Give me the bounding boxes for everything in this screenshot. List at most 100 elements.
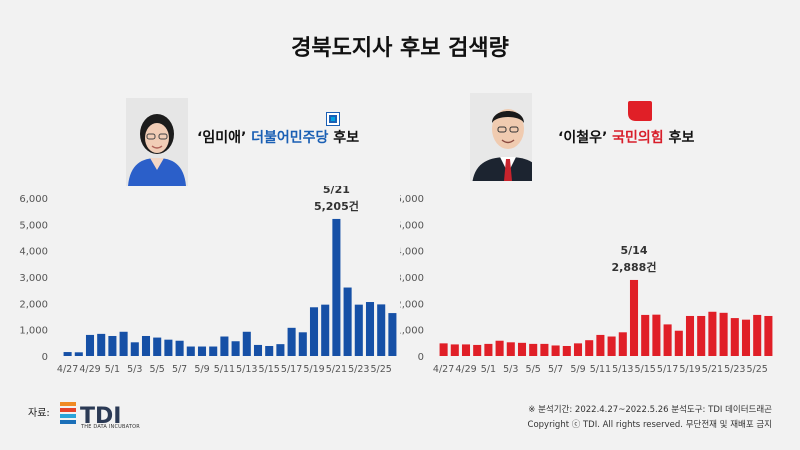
candidate-name-left: ‘임미애’ xyxy=(197,130,252,146)
tdi-logo: TDI xyxy=(58,398,158,434)
x-tick-label: 5/5 xyxy=(526,364,541,375)
candidate-name-right: ‘이철우’ xyxy=(558,130,613,146)
x-tick-label: 5/3 xyxy=(127,364,142,375)
x-tick-label: 5/9 xyxy=(194,364,209,375)
bar xyxy=(388,313,397,356)
bar xyxy=(573,343,583,356)
party-name-ppp: 국민의힘 xyxy=(612,130,664,146)
bar xyxy=(618,332,627,356)
candidate-suffix-left: 후보 xyxy=(328,130,360,146)
source-label: 자료: xyxy=(28,408,50,419)
x-tick-label: 5/13 xyxy=(612,364,633,375)
y-tick-label: 0 xyxy=(418,352,424,363)
bar xyxy=(85,334,95,356)
bar xyxy=(287,327,296,356)
x-tick-label: 5/17 xyxy=(281,364,302,375)
bar-chart-left: 0 1,000 2,000 3,000 4,000 5,000 6,000 4/27 4/29 5… xyxy=(19,186,397,375)
bar xyxy=(439,343,448,356)
bar xyxy=(153,337,162,356)
bar xyxy=(461,344,471,356)
bar-chart-right: 0 1,000 2,000 3,000 4,000 5,000 6,000 4/274/29 5… xyxy=(400,194,773,375)
dem-party-logo-icon xyxy=(326,111,340,126)
bar xyxy=(63,352,72,356)
bar xyxy=(141,335,151,356)
bar xyxy=(596,334,605,356)
x-tick-label: 5/11 xyxy=(214,364,235,375)
candidate-label-left: ‘임미애’ 더불어민주당 후보 xyxy=(197,127,359,147)
bar xyxy=(74,352,83,356)
bar xyxy=(164,339,173,356)
bar xyxy=(764,315,773,356)
bar xyxy=(652,314,661,356)
bar xyxy=(551,345,560,356)
x-tick-label: 5/1 xyxy=(105,364,120,375)
bar xyxy=(495,340,504,356)
y-tick-label: 6,000 xyxy=(19,194,48,205)
candidate-label-right: ‘이철우’ 국민의힘 후보 xyxy=(558,127,694,147)
x-tick-label: 5/1 xyxy=(481,364,496,375)
bar xyxy=(685,315,695,356)
tdi-logo-text: TDI xyxy=(80,404,121,429)
bar xyxy=(607,336,616,356)
x-tick-label: 5/11 xyxy=(590,364,611,375)
chart-left: 0 1,000 2,000 3,000 4,000 5,000 6,000 4/27 4/29 5… xyxy=(0,186,400,386)
bar xyxy=(332,218,341,356)
bar xyxy=(663,324,672,356)
bar xyxy=(119,331,128,356)
x-tick-label: 5/19 xyxy=(679,364,700,375)
tdi-subtitle: THE DATA INCUBATOR xyxy=(81,424,140,430)
bar xyxy=(517,342,527,356)
bar xyxy=(562,345,571,356)
annotation-date: 5/21 xyxy=(323,186,350,196)
bar xyxy=(506,342,515,356)
bar xyxy=(674,330,683,356)
bar xyxy=(253,344,263,356)
x-tick-label: 5/7 xyxy=(548,364,563,375)
y-tick-label: 3,000 xyxy=(19,273,48,284)
x-tick-label: 5/7 xyxy=(172,364,187,375)
y-tick-label: 4,000 xyxy=(400,247,424,258)
x-tick-label: 5/15 xyxy=(635,364,656,375)
x-tick-label: 5/17 xyxy=(657,364,678,375)
annotation-date: 5/14 xyxy=(621,244,648,257)
bar xyxy=(298,332,307,356)
x-tick-label: 4/27 xyxy=(433,364,454,375)
annotation-value: 5,205건 xyxy=(314,199,359,213)
party-name-dem: 더불어민주당 xyxy=(251,130,329,146)
bar xyxy=(697,315,706,356)
bar xyxy=(354,304,363,356)
bar xyxy=(97,333,106,356)
x-tick-label: 5/25 xyxy=(371,364,392,375)
bar xyxy=(309,307,319,356)
chart-right: 0 1,000 2,000 3,000 4,000 5,000 6,000 4/274/29 5… xyxy=(400,186,800,386)
x-tick-label: 5/13 xyxy=(236,364,257,375)
bar xyxy=(108,335,117,356)
y-tick-label: 2,000 xyxy=(19,299,48,310)
x-tick-label: 4/29 xyxy=(455,364,476,375)
annotation-value: 2,888건 xyxy=(612,260,657,274)
x-tick-label: 4/29 xyxy=(79,364,100,375)
bar xyxy=(641,314,650,356)
bar xyxy=(719,312,728,356)
x-tick-label: 5/3 xyxy=(503,364,518,375)
analysis-period-note: ※ 분석기간: 2022.4.27~2022.5.26 분석도구: TDI 데이… xyxy=(528,405,772,415)
x-tick-label: 5/23 xyxy=(724,364,745,375)
bar xyxy=(365,302,375,356)
bar xyxy=(276,344,285,356)
bar xyxy=(585,340,594,356)
bar xyxy=(175,340,184,356)
y-tick-label: 5,000 xyxy=(19,220,48,231)
x-tick-label: 5/5 xyxy=(150,364,165,375)
y-tick-label: 5,000 xyxy=(400,220,424,231)
bar xyxy=(473,344,482,356)
y-tick-label: 0 xyxy=(42,352,48,363)
bar xyxy=(741,319,751,356)
x-tick-label: 5/15 xyxy=(259,364,280,375)
y-tick-label: 6,000 xyxy=(400,194,424,205)
bar xyxy=(130,342,139,356)
bar xyxy=(321,304,330,356)
y-tick-label: 1,000 xyxy=(19,326,48,337)
x-tick-label: 5/19 xyxy=(303,364,324,375)
bar xyxy=(197,346,207,356)
bar xyxy=(529,343,538,356)
